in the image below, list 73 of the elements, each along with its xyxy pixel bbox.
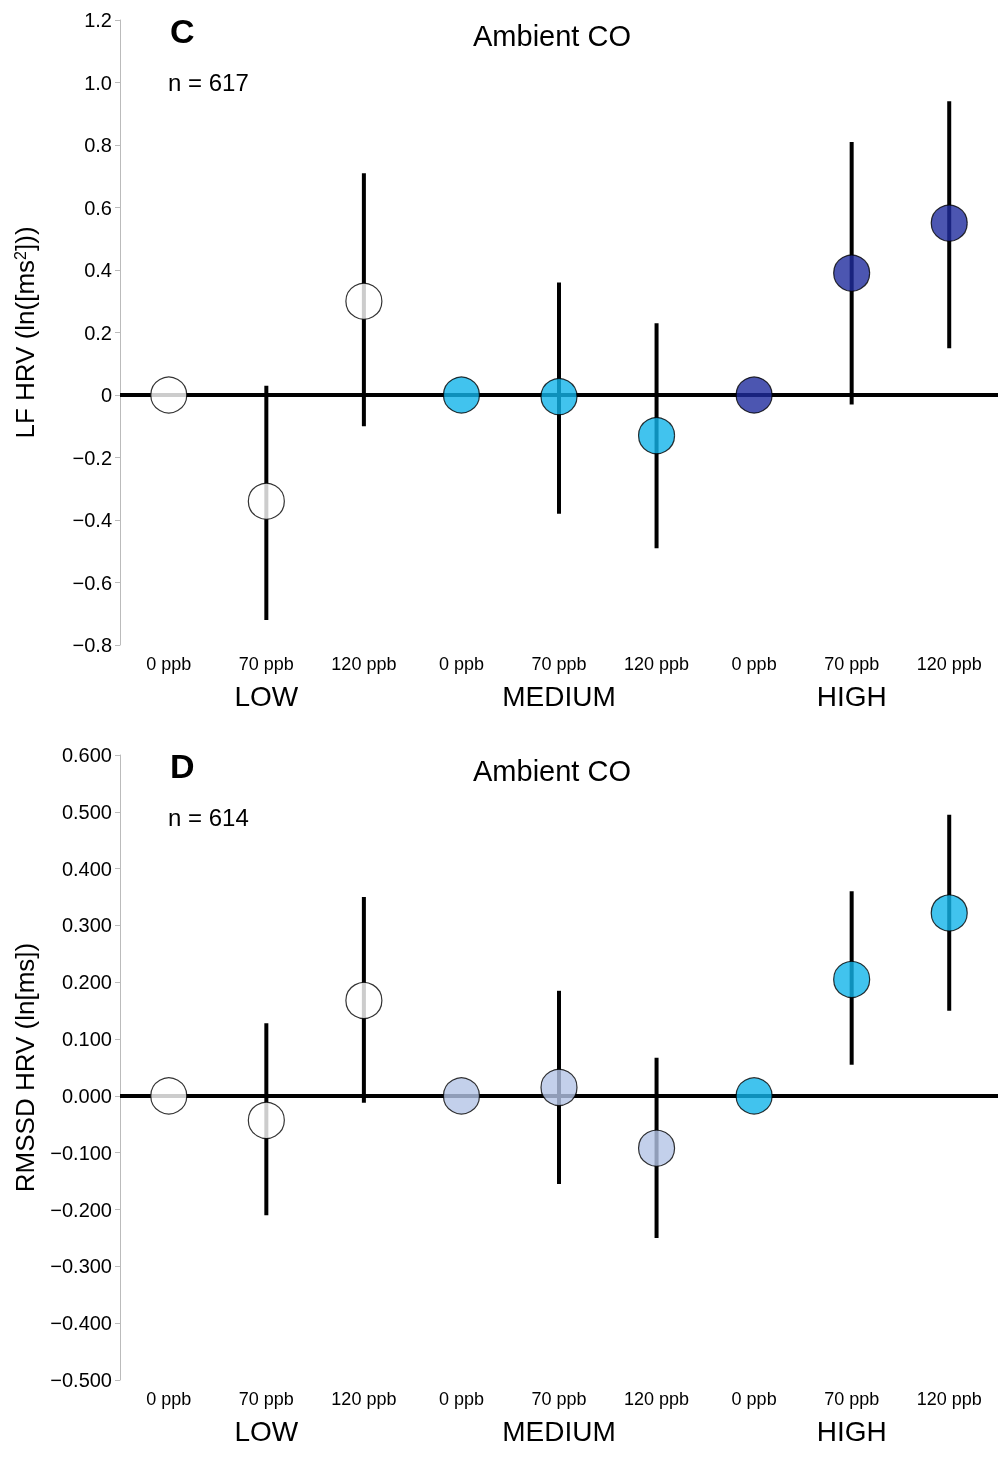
point	[247, 1101, 285, 1139]
point	[637, 1129, 676, 1167]
y-tick-label: −0.200	[50, 1198, 112, 1221]
point	[345, 981, 383, 1020]
y-tick-label: −0.400	[50, 1312, 112, 1335]
y-tick-label: −0.2	[72, 446, 112, 469]
point	[735, 376, 773, 414]
y-tick-label: −0.300	[50, 1255, 112, 1278]
y-tick-label: 1.0	[84, 71, 112, 94]
x-tick-label: 0 ppb	[731, 1389, 777, 1409]
y-tick-label: 0.000	[61, 1084, 112, 1107]
y-tick-label: 0.6	[84, 196, 112, 219]
text: LOW	[234, 680, 299, 712]
y-tick-label: 0.200	[61, 971, 112, 994]
y-tick-label: −0.6	[72, 571, 112, 594]
x-tick-label: 120 ppb	[916, 654, 982, 674]
text: LOW	[234, 1415, 299, 1447]
point	[150, 376, 188, 414]
x-tick-label: 0 ppb	[146, 1389, 192, 1409]
point	[540, 1068, 578, 1106]
y-tick-label: 0.300	[61, 914, 112, 937]
chart-title: Ambient CO	[473, 754, 631, 787]
y-tick-label: −0.8	[72, 634, 112, 656]
text: HIGH	[816, 680, 887, 712]
x-tick-label: 120 ppb	[331, 654, 397, 674]
y-axis-title: LF HRV (ln([ms2]))	[10, 226, 40, 439]
point	[637, 417, 676, 455]
point	[930, 204, 968, 242]
y-tick-label: 0.500	[61, 800, 112, 823]
x-tick-label: 70 ppb	[531, 654, 587, 674]
point	[150, 1077, 188, 1115]
point	[930, 894, 968, 932]
x-tick-label: 70 ppb	[238, 1389, 294, 1409]
y-tick-label: 1.2	[84, 9, 112, 31]
y-tick-label: −0.100	[50, 1141, 112, 1164]
x-tick-label: 0 ppb	[146, 654, 192, 674]
annotation: C	[170, 12, 195, 50]
annotation: n = 614	[168, 803, 249, 831]
point	[442, 1077, 481, 1115]
y-tick-label: 0.100	[61, 1028, 112, 1051]
text: MEDIUM	[502, 680, 616, 712]
y-axis-title: RMSSD HRV (ln[ms])	[10, 942, 40, 1193]
text: MEDIUM	[502, 1415, 616, 1447]
point	[540, 377, 578, 416]
point	[247, 482, 285, 520]
x-tick-label: 0 ppb	[438, 1389, 484, 1409]
x-tick-label: 70 ppb	[531, 1389, 587, 1409]
y-tick-label: 0	[100, 384, 112, 406]
chart-title: Ambient CO	[473, 19, 631, 52]
annotation: n = 617	[168, 68, 249, 96]
text: HIGH	[816, 1415, 887, 1447]
x-tick-label: 70 ppb	[824, 654, 880, 674]
point	[442, 376, 481, 414]
x-tick-label: 120 ppb	[624, 1389, 690, 1409]
y-tick-label: 0.4	[84, 259, 112, 281]
x-tick-label: 120 ppb	[624, 654, 690, 674]
y-tick-label: 0.400	[61, 857, 112, 880]
y-tick-label: 0.2	[84, 321, 112, 344]
point	[833, 254, 871, 292]
x-tick-label: 120 ppb	[331, 1389, 397, 1409]
y-tick-label: −0.4	[72, 509, 112, 531]
annotation: D	[170, 747, 195, 785]
x-tick-label: 70 ppb	[824, 1389, 880, 1409]
x-tick-label: 70 ppb	[238, 654, 294, 674]
x-tick-label: 0 ppb	[438, 654, 484, 674]
point	[345, 282, 383, 320]
point	[833, 960, 871, 999]
x-tick-label: 120 ppb	[916, 1389, 982, 1409]
x-tick-label: 0 ppb	[731, 654, 777, 674]
y-tick-label: 0.600	[61, 744, 112, 766]
y-tick-label: 0.8	[84, 134, 112, 156]
y-tick-label: −0.500	[50, 1369, 112, 1391]
point	[735, 1077, 773, 1115]
